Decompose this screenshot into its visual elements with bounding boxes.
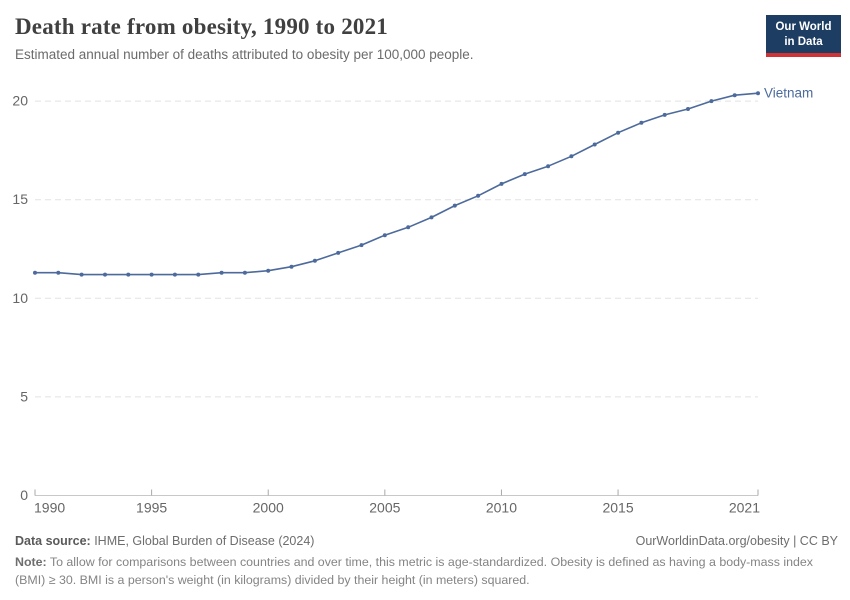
- x-tick-label: 2010: [486, 500, 517, 516]
- owid-logo[interactable]: Our World in Data: [766, 15, 841, 58]
- data-point-2006[interactable]: [406, 225, 411, 230]
- data-point-2021[interactable]: [756, 91, 760, 96]
- data-point-1996[interactable]: [172, 272, 177, 277]
- data-point-2005[interactable]: [382, 233, 387, 238]
- chart-note: Note: To allow for comparisons between c…: [15, 553, 838, 590]
- data-point-2000[interactable]: [266, 268, 271, 273]
- y-tick-label: 0: [20, 487, 28, 503]
- data-point-2010[interactable]: [499, 181, 504, 186]
- data-point-1990[interactable]: [33, 270, 37, 275]
- data-point-2018[interactable]: [686, 107, 690, 111]
- data-point-1994[interactable]: [126, 272, 131, 277]
- owid-logo-line2: in Data: [784, 35, 823, 48]
- data-point-1997[interactable]: [196, 272, 201, 277]
- x-tick-label: 1995: [136, 500, 167, 516]
- data-point-2009[interactable]: [476, 193, 481, 198]
- license-link[interactable]: OurWorldinData.org/obesity | CC BY: [635, 534, 838, 548]
- data-point-2011[interactable]: [522, 172, 527, 177]
- owid-logo-line1: Our World: [775, 21, 832, 33]
- series-end-label[interactable]: Vietnam: [764, 86, 813, 101]
- data-point-2007[interactable]: [429, 215, 434, 220]
- data-point-2012[interactable]: [546, 164, 551, 169]
- x-tick-label: 2000: [253, 500, 284, 516]
- data-point-2001[interactable]: [289, 264, 294, 269]
- x-tick-label: 2015: [602, 500, 633, 516]
- y-tick-label: 10: [12, 290, 28, 306]
- note-text: To allow for comparisons between countri…: [15, 555, 813, 588]
- data-point-2019[interactable]: [709, 99, 714, 104]
- x-tick-label: 2021: [729, 500, 760, 516]
- data-source-label: Data source:: [15, 534, 91, 548]
- y-tick-label: 5: [20, 388, 28, 404]
- data-point-1998[interactable]: [219, 270, 224, 275]
- x-tick-label: 1990: [34, 500, 65, 516]
- data-point-2003[interactable]: [336, 250, 341, 255]
- data-point-2008[interactable]: [452, 203, 457, 208]
- data-point-2013[interactable]: [569, 154, 574, 159]
- data-point-1992[interactable]: [79, 272, 84, 277]
- data-point-2016[interactable]: [639, 120, 644, 125]
- data-point-2017[interactable]: [662, 112, 667, 117]
- chart-subtitle: Estimated annual number of deaths attrib…: [15, 47, 474, 62]
- data-point-1995[interactable]: [149, 272, 154, 277]
- data-point-2015[interactable]: [616, 130, 621, 135]
- data-point-1999[interactable]: [242, 270, 247, 275]
- y-tick-label: 20: [12, 93, 28, 109]
- chart-footer: Data source: IHME, Global Burden of Dise…: [15, 534, 838, 590]
- y-tick-label: 15: [12, 191, 28, 207]
- data-source-text: IHME, Global Burden of Disease (2024): [90, 534, 315, 548]
- note-label: Note:: [15, 555, 47, 569]
- page-title: Death rate from obesity, 1990 to 2021: [15, 14, 388, 39]
- data-point-1991[interactable]: [56, 270, 61, 275]
- data-point-2002[interactable]: [312, 258, 317, 263]
- vietnam-line[interactable]: [34, 92, 759, 276]
- data-point-2004[interactable]: [359, 243, 364, 248]
- data-source: Data source: IHME, Global Burden of Dise…: [15, 534, 314, 548]
- data-point-1993[interactable]: [103, 272, 107, 277]
- x-tick-label: 2005: [369, 500, 400, 516]
- data-point-2020[interactable]: [732, 93, 737, 98]
- data-point-2014[interactable]: [592, 142, 597, 147]
- line-chart: 0 5 10 15 20 1990 1995 2000 2005 2010 2015 2021 Viet…: [12, 86, 813, 516]
- chart-header: Death rate from obesity, 1990 to 2021 Es…: [15, 14, 755, 62]
- chart-canvas: 0 5 10 15 20 1990 1995 2000 2005 2010 2015 2021 Viet…: [12, 86, 813, 516]
